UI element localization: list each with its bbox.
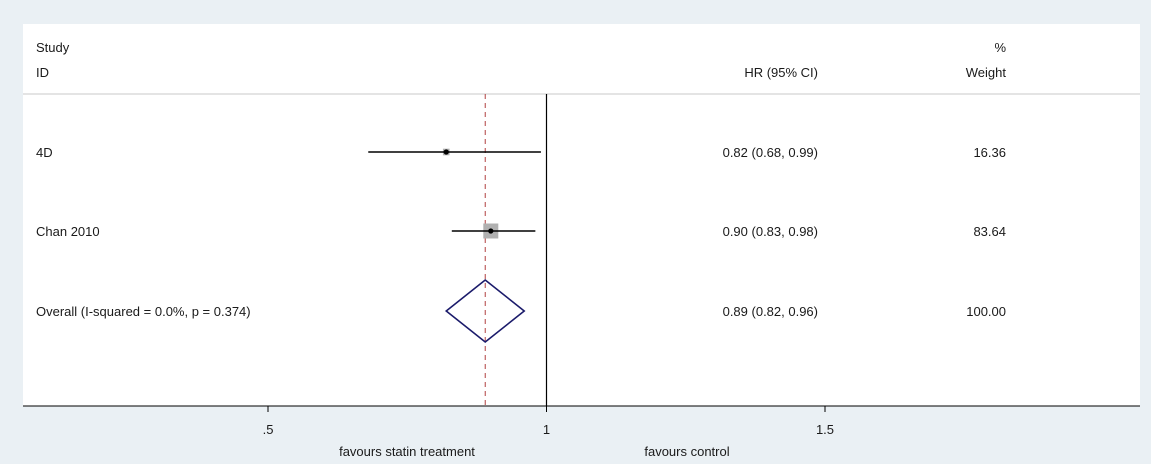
plot-marks: 4D 0.82 (0.68, 0.99) 16.36 Chan 2010 0.90 (0… <box>36 94 1006 406</box>
x-axis-ticks: .5 1 1.5 <box>263 406 834 437</box>
hr-ci-text: 0.82 (0.68, 0.99) <box>723 145 818 160</box>
favours-control-label: favours control <box>644 444 729 459</box>
overall-weight-text: 100.00 <box>966 304 1006 319</box>
x-tick-label: 1.5 <box>816 422 834 437</box>
percent-header: % <box>994 40 1006 55</box>
effect-header: HR (95% CI) <box>744 65 818 80</box>
study-header: Study <box>36 40 70 55</box>
hr-ci-text: 0.90 (0.83, 0.98) <box>723 224 818 239</box>
point-estimate <box>488 228 494 234</box>
weight-text: 83.64 <box>973 224 1006 239</box>
point-estimate <box>443 149 449 155</box>
favours-statin-label: favours statin treatment <box>339 444 475 459</box>
study-label: Chan 2010 <box>36 224 100 239</box>
x-tick-label: .5 <box>263 422 274 437</box>
overall-label: Overall (I-squared = 0.0%, p = 0.374) <box>36 304 251 319</box>
id-header: ID <box>36 65 49 80</box>
weight-text: 16.36 <box>973 145 1006 160</box>
study-label: 4D <box>36 145 53 160</box>
weight-header: Weight <box>966 65 1007 80</box>
plot-background <box>23 24 1140 406</box>
overall-hr-ci-text: 0.89 (0.82, 0.96) <box>723 304 818 319</box>
overall-diamond <box>444 278 526 344</box>
x-tick-label: 1 <box>543 422 550 437</box>
